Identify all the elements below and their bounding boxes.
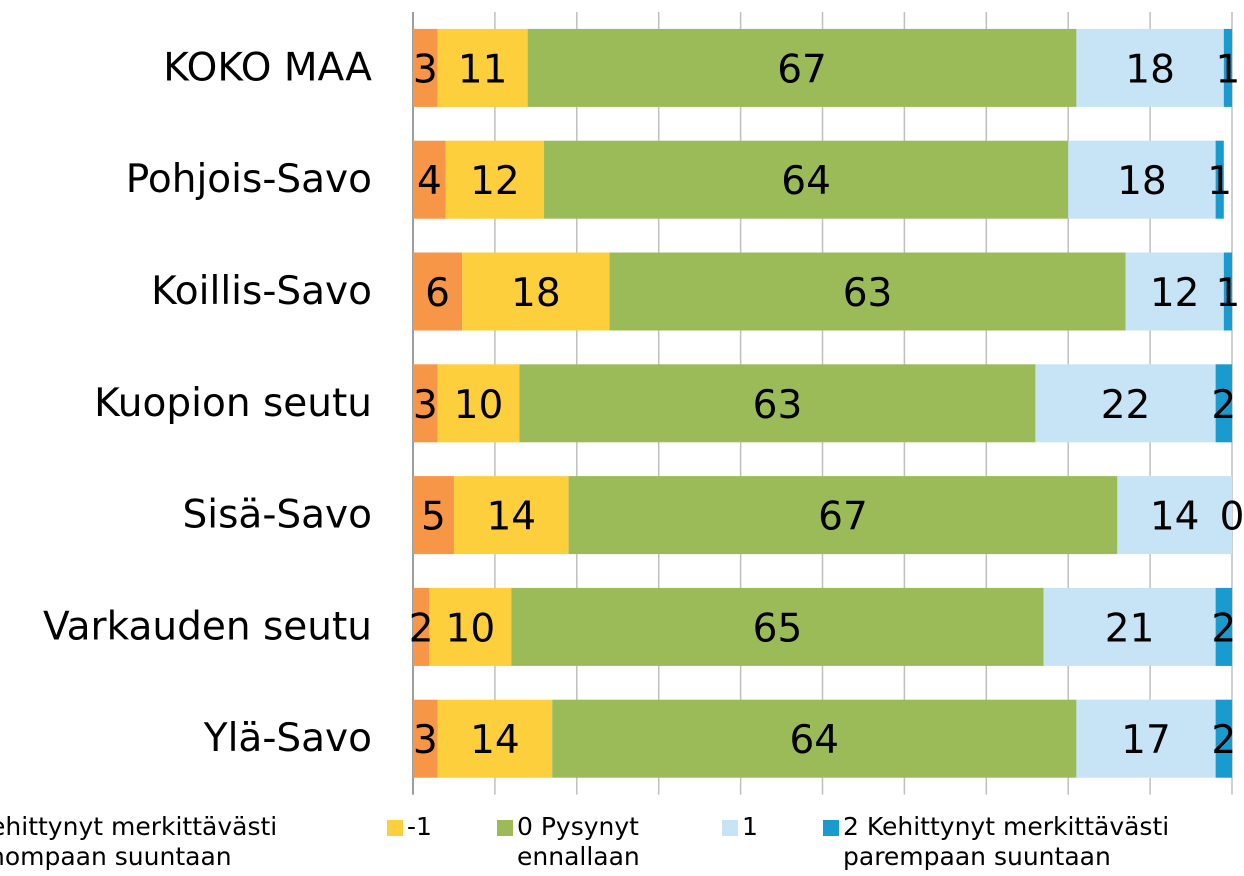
bar-segment bbox=[413, 252, 463, 331]
data-label: 65 bbox=[753, 606, 803, 651]
bar-segment bbox=[1076, 28, 1224, 107]
legend-item: 1 bbox=[722, 812, 812, 842]
bar-segment bbox=[552, 699, 1077, 778]
data-label: 12 bbox=[470, 159, 520, 204]
legend-label: 0 Pysynyt ennallaan bbox=[517, 812, 640, 871]
legend-item: -1 bbox=[387, 812, 487, 842]
data-label: 64 bbox=[781, 159, 831, 204]
data-label: 2 bbox=[1211, 606, 1236, 651]
bar-segment bbox=[1076, 699, 1216, 778]
bar-segment bbox=[1043, 587, 1216, 666]
data-label: 3 bbox=[413, 383, 438, 428]
legend-label: 2 Kehittynyt merkittävästi parempaan suu… bbox=[843, 812, 1170, 871]
bar-segment bbox=[1223, 252, 1232, 331]
legend-swatch bbox=[823, 820, 839, 836]
category-label: Koillis-Savo bbox=[151, 269, 372, 314]
bar-segment bbox=[1125, 252, 1224, 331]
bar-segment bbox=[568, 476, 1118, 555]
bar-segment bbox=[519, 364, 1036, 443]
bar-segment bbox=[1068, 140, 1216, 219]
data-label: 6 bbox=[425, 271, 450, 316]
data-label: 10 bbox=[446, 606, 496, 651]
data-label: 17 bbox=[1121, 718, 1171, 763]
data-label: 63 bbox=[843, 271, 893, 316]
data-label: 1 bbox=[1207, 159, 1232, 204]
bar-segment bbox=[453, 476, 569, 555]
category-label: Varkauden seutu bbox=[43, 604, 372, 649]
data-label: 14 bbox=[470, 718, 520, 763]
bar-segment bbox=[1215, 587, 1232, 666]
category-label: Sisä-Savo bbox=[183, 493, 372, 538]
bar-segment bbox=[445, 140, 545, 219]
bar-segment bbox=[511, 587, 1044, 666]
data-label: 4 bbox=[417, 159, 442, 204]
data-label: 63 bbox=[753, 383, 803, 428]
bar-segment bbox=[1215, 364, 1232, 443]
data-label: 10 bbox=[454, 383, 504, 428]
category-label: Ylä-Savo bbox=[203, 716, 372, 761]
legend-label: -1 bbox=[407, 812, 432, 841]
bar-segment bbox=[462, 252, 610, 331]
legend-label: -2 Kehittynyt merkittävästi huonompaan s… bbox=[0, 812, 278, 871]
data-label: 14 bbox=[486, 495, 536, 540]
bar-segment bbox=[1117, 476, 1232, 555]
bar-segment bbox=[544, 140, 1069, 219]
data-label: 11 bbox=[458, 47, 508, 92]
category-label: Pohjois-Savo bbox=[126, 157, 372, 202]
bar-segment bbox=[413, 28, 438, 107]
bar-segment bbox=[437, 699, 553, 778]
legend-swatch bbox=[497, 820, 513, 836]
bar-segment bbox=[1035, 364, 1216, 443]
data-label: 3 bbox=[413, 47, 438, 92]
bar-segment bbox=[413, 699, 438, 778]
bar-segment bbox=[1215, 699, 1232, 778]
data-label: 67 bbox=[818, 495, 868, 540]
bar-segment bbox=[429, 587, 512, 666]
data-label: 1 bbox=[1215, 47, 1240, 92]
data-label: 2 bbox=[409, 606, 434, 651]
data-label: 21 bbox=[1105, 606, 1155, 651]
legend-item: -2 Kehittynyt merkittävästi huonompaan s… bbox=[0, 812, 362, 872]
data-label: 3 bbox=[413, 718, 438, 763]
legend-item: 0 Pysynyt ennallaan bbox=[497, 812, 697, 872]
bar-segment bbox=[609, 252, 1126, 331]
bar-segment bbox=[437, 28, 528, 107]
data-label: 5 bbox=[421, 495, 446, 540]
bar-segment bbox=[1215, 140, 1224, 219]
data-label: 0 bbox=[1220, 495, 1244, 540]
data-label: 18 bbox=[1125, 47, 1175, 92]
legend-item: 2 Kehittynyt merkittävästi parempaan suu… bbox=[823, 812, 1243, 872]
bar-segment bbox=[413, 587, 430, 666]
bar-segment bbox=[1223, 28, 1232, 107]
category-label: Kuopion seutu bbox=[94, 381, 372, 426]
data-label: 14 bbox=[1150, 495, 1200, 540]
data-label: 1 bbox=[1215, 271, 1240, 316]
bar-segment bbox=[413, 476, 454, 555]
data-label: 18 bbox=[1117, 159, 1167, 204]
legend-swatch bbox=[387, 820, 403, 836]
data-label: 2 bbox=[1211, 718, 1236, 763]
data-label: 18 bbox=[511, 271, 561, 316]
bar-segment bbox=[527, 28, 1077, 107]
legend-label: 1 bbox=[742, 812, 758, 841]
data-label: 22 bbox=[1101, 383, 1151, 428]
data-label: 64 bbox=[789, 718, 839, 763]
legend-swatch bbox=[722, 820, 738, 836]
bar-segment bbox=[437, 364, 520, 443]
data-label: 67 bbox=[777, 47, 827, 92]
category-label: KOKO MAA bbox=[163, 45, 372, 90]
bar-segment bbox=[413, 140, 446, 219]
data-label: 2 bbox=[1211, 383, 1236, 428]
data-label: 12 bbox=[1150, 271, 1200, 316]
bar-segment bbox=[413, 364, 438, 443]
